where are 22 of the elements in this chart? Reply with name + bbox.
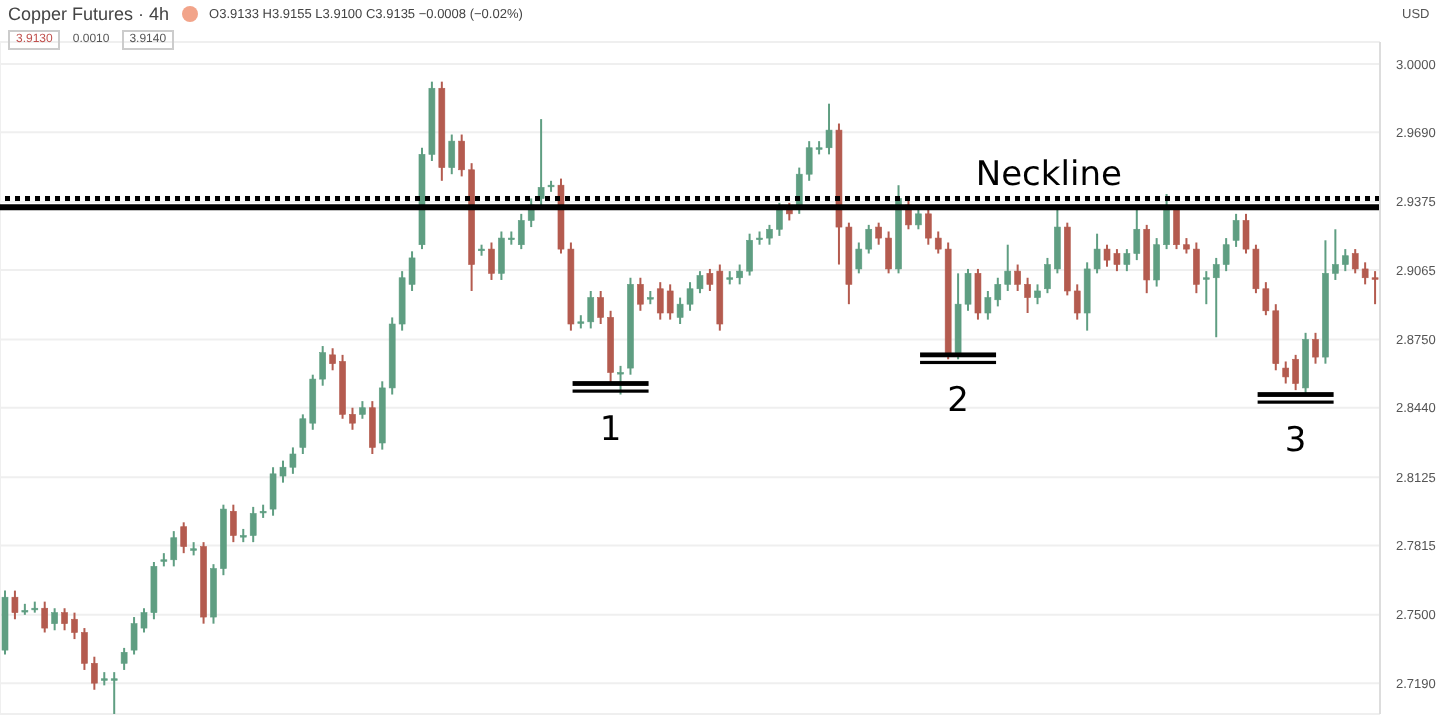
annotation: 3 — [1284, 420, 1307, 461]
candlestick — [120, 646, 128, 671]
candlestick — [180, 521, 188, 555]
candlestick — [637, 276, 644, 312]
candlestick — [488, 241, 495, 281]
ref-line-label: Neckline — [975, 155, 1122, 196]
candlestick — [537, 118, 545, 207]
candlestick — [41, 600, 49, 634]
candlestick — [1034, 283, 1041, 306]
candlestick — [915, 206, 922, 231]
candlestick — [974, 267, 982, 321]
candlestick — [230, 503, 237, 544]
candlestick — [1312, 331, 1319, 365]
annotation: 1 — [599, 409, 622, 450]
candlestick — [617, 364, 624, 396]
candlestick — [11, 589, 19, 621]
candlestick — [369, 400, 376, 456]
candlestick — [51, 607, 58, 632]
candlestick — [1232, 212, 1240, 248]
annotation: 2 — [947, 380, 969, 421]
candlestick — [448, 133, 456, 176]
chart-title: Copper Futures · 4h — [8, 4, 170, 24]
